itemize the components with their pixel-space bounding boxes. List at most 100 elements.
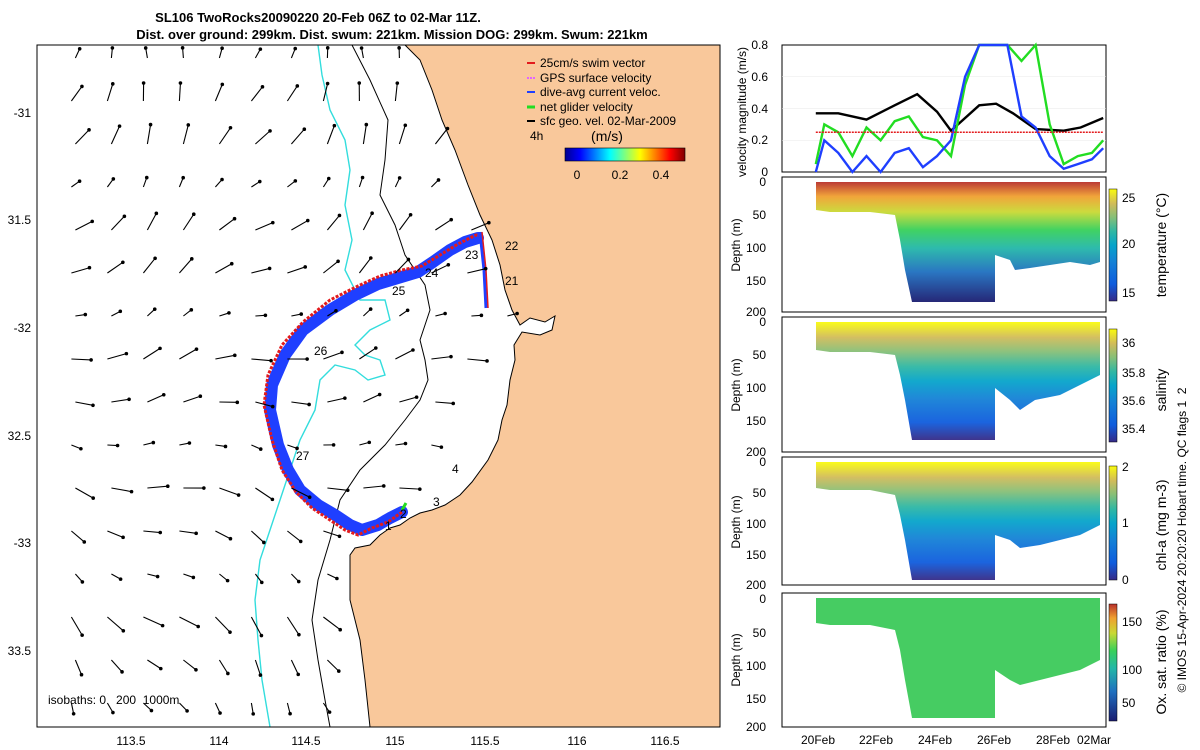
velocity-series-line — [814, 42, 1105, 166]
current-arrow — [358, 256, 373, 274]
current-arrow — [286, 84, 300, 102]
cbar-label: salinity — [1153, 369, 1169, 412]
time-tick: 26Feb — [977, 733, 1011, 747]
current-arrow — [362, 122, 369, 145]
depth-tick: 150 — [746, 692, 766, 706]
time-axis: 20Feb 22Feb 24Feb 26Feb 28Feb 02Mar — [801, 733, 1111, 747]
cbar-label: temperature (°C) — [1153, 193, 1169, 297]
current-arrow — [215, 530, 233, 541]
vel-ytick: 0 — [761, 165, 768, 179]
current-arrow — [214, 616, 232, 634]
map-xtick: 114 — [209, 734, 228, 748]
current-arrow — [183, 573, 196, 580]
title-line1: SL106 TwoRocks20090220 20-Feb 06Z to 02-… — [155, 10, 481, 25]
current-arrow — [178, 81, 183, 102]
current-arrow — [179, 530, 198, 536]
current-arrow — [71, 444, 83, 451]
current-arrow — [141, 81, 146, 102]
temperature-colorbar — [1108, 188, 1118, 302]
depth-label: Depth (m) — [729, 495, 743, 548]
current-arrow — [471, 220, 491, 231]
day-label: 3 — [433, 495, 440, 509]
map-y-ticks: -31 31.5 -32 32.5 -33 33.5 — [8, 106, 32, 658]
cbar-tick: 35.8 — [1122, 366, 1146, 380]
depth-tick: 200 — [746, 445, 766, 459]
depth-label: Depth (m) — [729, 218, 743, 271]
current-arrow — [287, 444, 299, 451]
current-arrow — [143, 616, 165, 628]
legend-label: GPS surface velocity — [540, 71, 651, 85]
current-arrow — [327, 308, 338, 317]
depth-tick: 100 — [746, 517, 766, 531]
current-arrow — [70, 616, 84, 637]
current-arrow — [255, 313, 268, 318]
isobath-label: isobaths: 0 200 1000m — [48, 693, 179, 707]
vel-ytick: 0.2 — [751, 133, 768, 147]
inshore-leg — [478, 231, 488, 309]
current-arrow — [106, 82, 115, 102]
map-ytick: -33 — [14, 536, 32, 550]
current-arrow — [255, 401, 275, 409]
current-arrow — [435, 311, 447, 317]
legend-label: net glider velocity — [540, 100, 633, 114]
day-label: 22 — [505, 239, 519, 253]
day-label: 21 — [505, 274, 519, 288]
oxygen-section — [816, 598, 1100, 718]
current-arrow — [431, 263, 451, 274]
current-arrow — [70, 84, 84, 102]
current-arrow — [395, 441, 408, 446]
current-arrow — [322, 81, 330, 102]
colorbar-tick: 0.2 — [612, 168, 629, 182]
current-arrow — [358, 175, 365, 188]
depth-tick: 50 — [753, 348, 767, 362]
depth-tick: 200 — [746, 578, 766, 592]
current-arrow — [142, 256, 157, 274]
depth-tick: 50 — [753, 486, 767, 500]
current-arrow — [179, 702, 189, 713]
current-arrow — [363, 392, 382, 403]
current-arrows — [70, 46, 519, 716]
cbar-tick: 36 — [1122, 336, 1136, 350]
current-arrow — [395, 348, 415, 360]
current-arrow — [143, 530, 163, 535]
current-arrow — [323, 616, 343, 632]
depth-tick: 0 — [759, 455, 766, 469]
depth-tick: 50 — [753, 208, 767, 222]
current-arrow — [434, 126, 450, 145]
current-arrow — [471, 313, 484, 318]
current-arrow — [255, 129, 272, 145]
legend-label: sfc geo. vel. 02-Mar-2009 — [540, 114, 676, 128]
current-arrow — [286, 702, 292, 716]
current-arrow — [143, 46, 148, 59]
current-arrow — [291, 218, 310, 231]
current-arrow — [143, 440, 156, 446]
map-x-ticks: 113.5 114 114.5 115 115.5 116 116.5 — [116, 734, 679, 748]
current-arrow — [142, 175, 149, 188]
map-legend: 25cm/s swim vector GPS surface velocity … — [527, 56, 686, 182]
current-arrow — [214, 702, 222, 715]
map-xtick: 115.5 — [470, 734, 499, 748]
current-arrow — [398, 212, 413, 231]
map-xtick: 116.5 — [650, 734, 679, 748]
time-tick: 20Feb — [801, 733, 835, 747]
current-arrow — [287, 265, 308, 274]
current-arrow — [143, 346, 162, 360]
current-arrow — [325, 46, 330, 59]
current-arrow — [359, 346, 378, 360]
current-arrow — [147, 573, 160, 579]
map-ytick: -31 — [14, 106, 32, 120]
legend-item: dive-avg current veloc. — [527, 85, 661, 99]
map-xtick: 116 — [567, 734, 586, 748]
current-arrow — [74, 659, 84, 677]
current-arrow — [179, 616, 200, 629]
current-arrow — [290, 659, 301, 677]
current-arrow — [215, 444, 228, 449]
chlorophyll-section — [816, 462, 1100, 580]
legend-item: GPS surface velocity — [527, 71, 651, 85]
current-arrow — [363, 484, 386, 489]
map-ytick: 33.5 — [8, 644, 32, 658]
current-arrow — [394, 176, 402, 188]
current-arrow — [183, 308, 194, 317]
cbar-label: Ox. sat. ratio (%) — [1153, 609, 1169, 714]
